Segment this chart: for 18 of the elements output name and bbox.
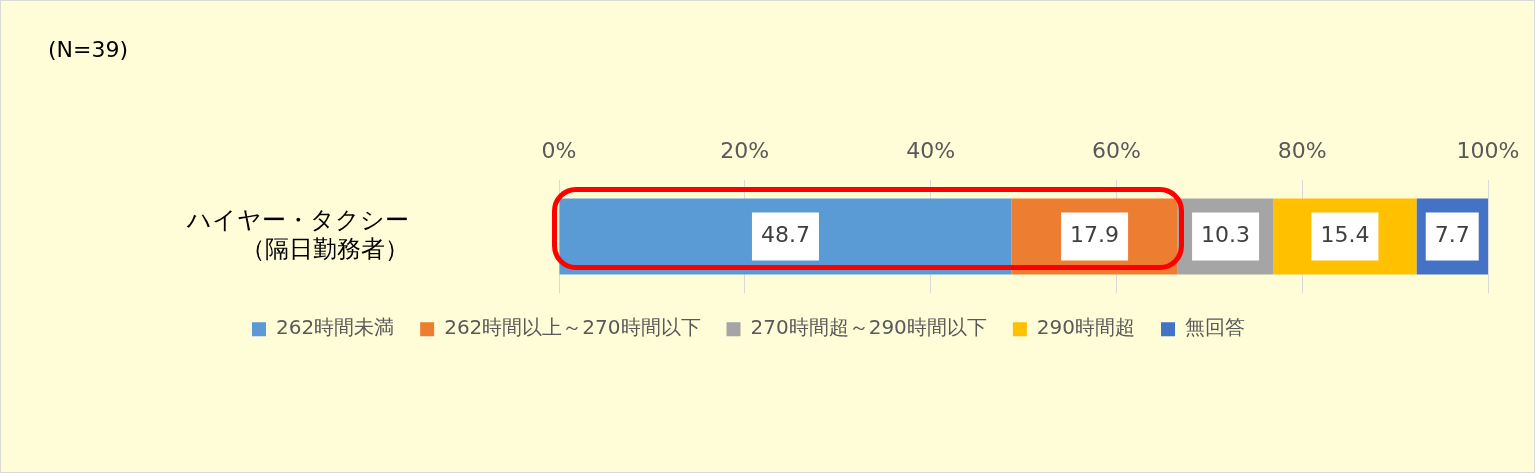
data-label: 48.7 <box>760 222 810 248</box>
data-label: 7.7 <box>1434 222 1470 248</box>
text: (N=39) <box>48 36 129 62</box>
x-tick-label: 100% <box>1456 138 1520 164</box>
x-tick-label: 60% <box>1091 138 1141 164</box>
data-label: 15.4 <box>1320 222 1370 248</box>
legend-label: 262時間未満 <box>275 315 395 340</box>
x-tick-label: 0% <box>541 138 577 164</box>
x-tick-label: 80% <box>1277 138 1327 164</box>
data-label: 17.9 <box>1070 222 1120 248</box>
x-tick-label: 20% <box>720 138 770 164</box>
legend-label: 290時間超 <box>1036 315 1136 340</box>
data-label: 10.3 <box>1201 222 1251 248</box>
legend-label: 無回答 <box>1185 315 1246 340</box>
legend-label: 262時間以上～270時間以下 <box>444 315 701 340</box>
y-tick-label: ハイヤー・タクシー（隔日勤務者） <box>186 206 409 264</box>
x-tick-label: 40% <box>906 138 956 164</box>
legend-label: 270時間超～290時間以下 <box>750 315 987 340</box>
